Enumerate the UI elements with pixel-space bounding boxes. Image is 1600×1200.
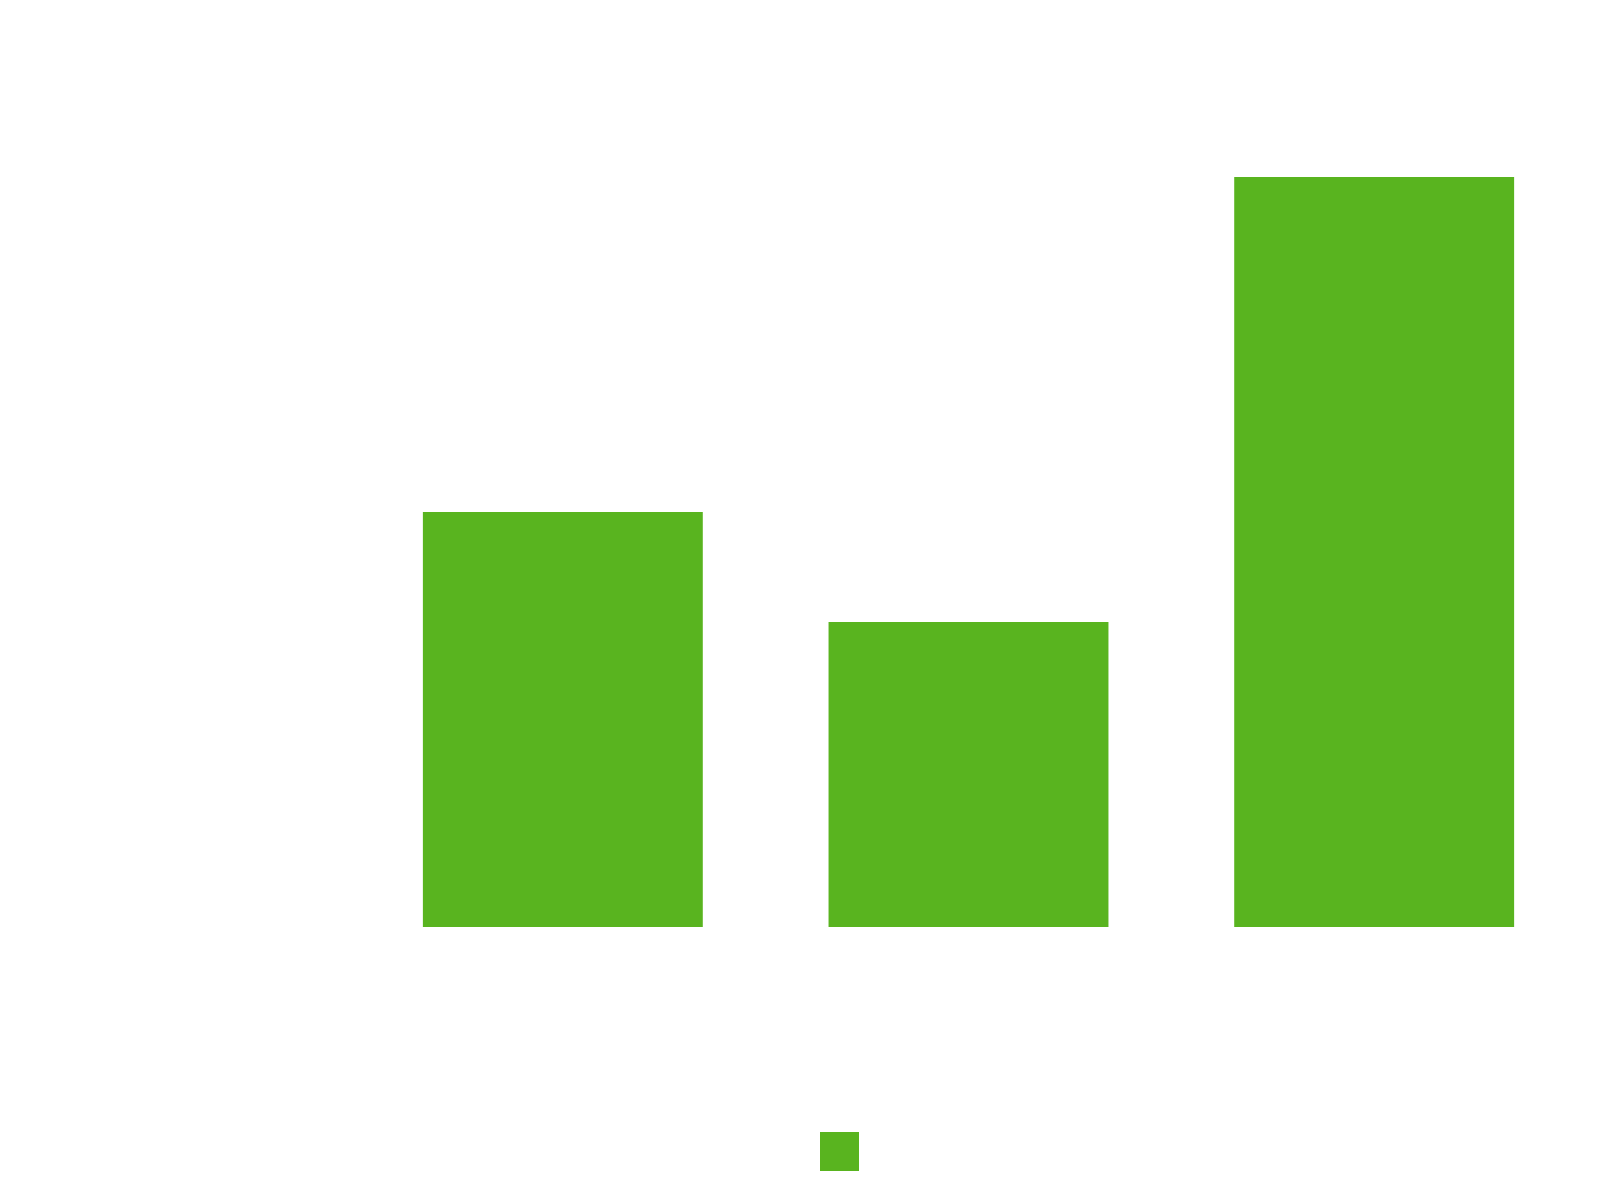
legend-swatch	[820, 1132, 859, 1171]
bar	[422, 512, 703, 927]
bar	[828, 622, 1109, 927]
bar	[1234, 177, 1515, 927]
